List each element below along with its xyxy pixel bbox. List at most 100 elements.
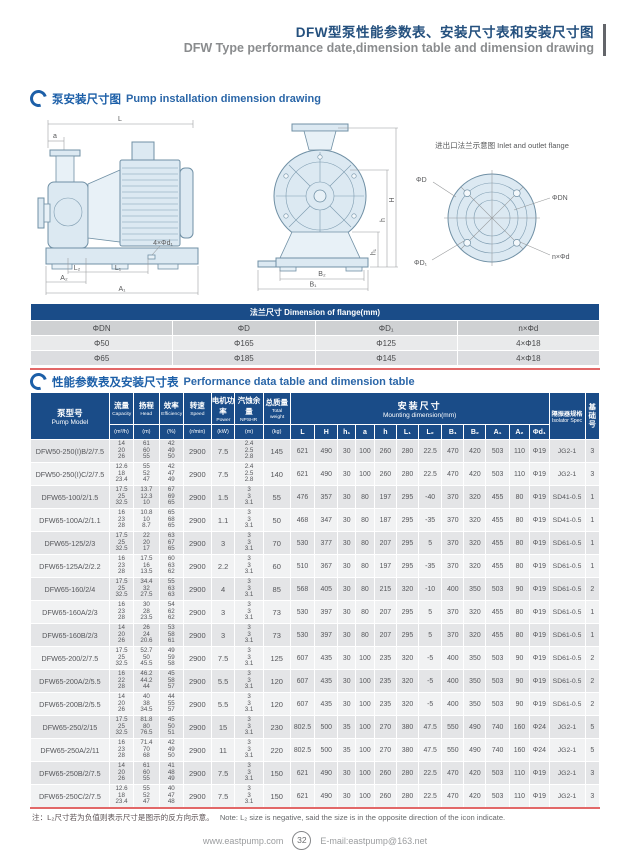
head-value: 52.7 50 45.5	[134, 647, 159, 669]
table-row: DFW65-200B/2/5.5 14 20 26 40 38 34.5 44 55 …	[31, 693, 599, 715]
mounting-dim-value: 802.5	[290, 716, 315, 738]
mounting-dim-value: Φ19	[530, 785, 549, 807]
mounting-dim-value: 357	[315, 486, 338, 508]
dim-label-L: L	[118, 116, 122, 123]
speed-value: 2900	[183, 739, 211, 761]
divider-line	[30, 807, 600, 809]
foundation-value: 2	[585, 578, 599, 600]
mounting-header-zh: 安装尺寸	[397, 400, 442, 411]
head-value: 26 24 20.6	[134, 624, 159, 646]
mounting-dim-value: -40	[419, 486, 442, 508]
mounting-dim-value: 470	[442, 440, 464, 462]
mounting-dim-value: -5	[419, 647, 442, 669]
mounting-dim-value: 110	[509, 785, 530, 807]
speed-value: 2900	[183, 624, 211, 646]
mounting-dim-value: 100	[356, 463, 374, 485]
mounting-dim-value: 5	[419, 601, 442, 623]
mounting-dim-value: 80	[509, 624, 530, 646]
mounting-dim-value: 235	[374, 647, 396, 669]
weight-value: 70	[263, 532, 290, 554]
table-row: DFW65-125/2/3 17.5 25 32.5 22 20 17 63 67 6…	[31, 532, 599, 554]
power-value: 1.1	[211, 509, 235, 531]
param-header-zh: 电机功率	[211, 395, 235, 416]
mounting-dim-value: 510	[290, 555, 315, 577]
mounting-dim-value: 490	[315, 785, 338, 807]
mounting-dim-value: 621	[290, 762, 315, 784]
npshr-value: 2.4 2.5 2.8	[235, 463, 263, 485]
mounting-dim-value: Φ19	[530, 463, 549, 485]
mounting-dim-value: 260	[374, 785, 396, 807]
mounting-dim-value: 295	[396, 555, 419, 577]
mounting-dim-value: 80	[509, 601, 530, 623]
flange-cell: Φ50	[31, 336, 173, 350]
mounting-dim-value: 270	[374, 716, 396, 738]
isolator-header-zh: 隔振器规格	[551, 410, 583, 418]
pump-model: DFW65-200B/2/5.5	[31, 693, 109, 715]
table-row: DFW65-100A/2/1.1 16 23 28 10.8 10 8.7 65 68…	[31, 509, 599, 531]
table-row: DFW50-250(I)C/2/7.5 12.6 18 23.4 55 52 47 4…	[31, 463, 599, 485]
mounting-dim-value: 197	[374, 555, 396, 577]
mounting-dim-value: 503	[486, 762, 509, 784]
mounting-dim-value: 260	[374, 440, 396, 462]
mounting-dim-value: -5	[419, 670, 442, 692]
table-row: DFW65-160B/2/3 14 20 26 26 24 20.6 53 58 61…	[31, 624, 599, 646]
mounting-dim-value: 295	[396, 486, 419, 508]
pump-model: DFW65-250C/2/7.5	[31, 785, 109, 807]
param-header-en: Speed	[190, 411, 205, 417]
page-footer: www.eastpump.com 32 E-mail:eastpump@163.…	[0, 831, 630, 850]
mounting-dim-value: 35	[338, 739, 356, 761]
mounting-dim-header: h	[374, 425, 396, 439]
mounting-dim-value: 568	[290, 578, 315, 600]
mounting-dim-value: 160	[509, 739, 530, 761]
power-value: 7.5	[211, 647, 235, 669]
mounting-dim-value: 80	[356, 624, 374, 646]
pump-model: DFW65-125A/2/2.2	[31, 555, 109, 577]
head-value: 55 52 47	[134, 463, 159, 485]
mounting-dim-value: 503	[486, 670, 509, 692]
mounting-dim-value: 350	[464, 647, 486, 669]
mounting-dim-value: 380	[396, 716, 419, 738]
mounting-dim-value: 455	[486, 624, 509, 646]
mounting-dim-value: 280	[396, 440, 419, 462]
mounting-dim-value: 80	[356, 486, 374, 508]
performance-table: 泵型号 Pump Model 流量 Capacity 扬程 Head 效率 Efficie…	[30, 392, 600, 808]
mounting-dim-value: 350	[464, 670, 486, 692]
mounting-dim-value: 621	[290, 785, 315, 807]
mounting-dim-value: 5	[419, 532, 442, 554]
pump-model: DFW65-160/2/4	[31, 578, 109, 600]
mounting-dim-value: 22.5	[419, 785, 442, 807]
head-value: 55 52 47	[134, 785, 159, 807]
isolator-column-header: 隔振器规格 Isolator Spec	[549, 393, 585, 439]
param-unit-header: (%)	[159, 425, 183, 439]
flange-label-phiD1: ΦD₁	[414, 260, 428, 267]
weight-value: 150	[263, 762, 290, 784]
speed-value: 2900	[183, 647, 211, 669]
isolator-value: SD61-0.5	[549, 670, 585, 692]
efficiency-value: 67 69 65	[159, 486, 183, 508]
mounting-dim-value: 100	[356, 670, 374, 692]
mounting-dim-value: 350	[464, 578, 486, 600]
mounting-dim-value: 503	[486, 440, 509, 462]
table-row: DFW65-250C/2/7.5 12.6 18 23.4 55 52 47 40 4…	[31, 785, 599, 807]
mounting-dim-value: 500	[315, 739, 338, 761]
flange-column-header: n×Φd	[457, 321, 599, 335]
mounting-dim-value: Φ24	[530, 739, 549, 761]
mounting-header-en: Mounting dimension(mm)	[382, 411, 457, 419]
capacity-value: 16 23 28	[109, 555, 134, 577]
foundation-value: 2	[585, 670, 599, 692]
weight-value: 150	[263, 785, 290, 807]
param-column-header: 扬程 Head	[134, 393, 159, 424]
mounting-dim-value: 30	[338, 555, 356, 577]
installation-drawing: L a	[30, 112, 600, 302]
pump-model: DFW65-160B/2/3	[31, 624, 109, 646]
param-header-zh: 转速	[189, 401, 205, 410]
table-row: DFW65-200/2/7.5 17.5 25 32.5 52.7 50 45.5 4…	[31, 647, 599, 669]
mounting-dim-value: 35	[338, 716, 356, 738]
capacity-value: 16 23 28	[109, 601, 134, 623]
section-bullet-icon	[27, 370, 50, 393]
efficiency-value: 42 47 49	[159, 463, 183, 485]
isolator-value: SD61-0.5	[549, 532, 585, 554]
power-value: 4	[211, 578, 235, 600]
mounting-dim-value: 320	[464, 532, 486, 554]
mounting-dim-value: 320	[396, 578, 419, 600]
